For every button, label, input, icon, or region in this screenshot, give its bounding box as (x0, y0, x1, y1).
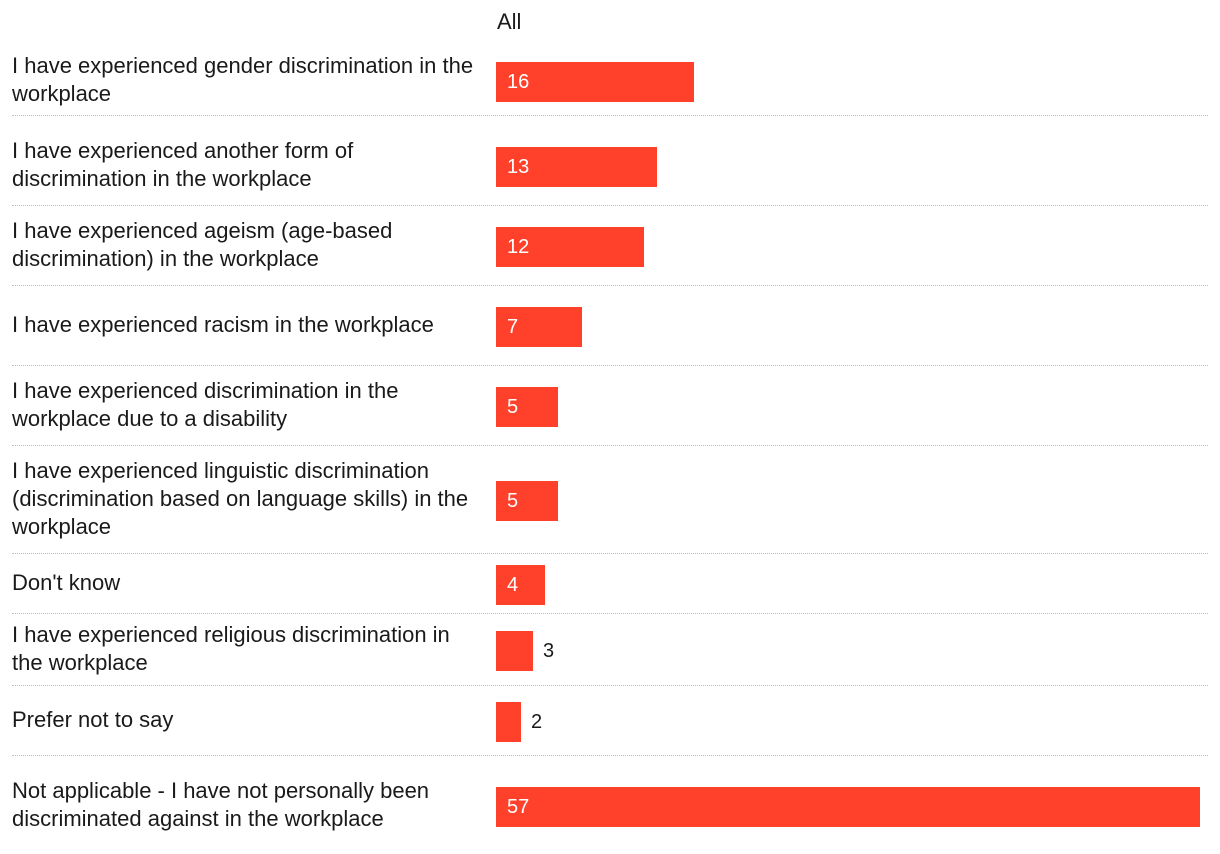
chart-row: Don't know 4 (0, 553, 1220, 612)
bar (496, 62, 694, 102)
category-label: I have experienced discrimination in the… (12, 377, 399, 431)
row-divider (12, 755, 1208, 756)
value-label: 2 (531, 711, 543, 733)
bar (496, 565, 545, 605)
chart-row: I have experienced racism in the workpla… (0, 285, 1220, 364)
bar (496, 387, 558, 427)
value-label: 5 (507, 396, 519, 418)
bar (496, 787, 1200, 827)
chart-row: Not applicable - I have not personally b… (0, 755, 1220, 854)
value-label: 7 (507, 316, 519, 338)
value-label: 12 (507, 236, 530, 258)
column-header: All (497, 9, 522, 34)
row-divider (12, 613, 1208, 614)
category-label: I have experienced ageism (age-based dis… (12, 217, 393, 271)
category-label: I have experienced gender discrimination… (12, 52, 474, 106)
value-label: 16 (507, 71, 530, 93)
bar (496, 147, 657, 187)
row-divider (12, 115, 1208, 116)
value-label: 3 (543, 640, 555, 662)
chart-row: I have experienced linguistic discrimina… (0, 445, 1220, 552)
category-label: I have experienced linguistic discrimina… (12, 457, 469, 539)
value-label: 5 (507, 490, 519, 512)
chart-row: I have experienced gender discrimination… (0, 45, 1220, 114)
category-label: Don't know (12, 569, 121, 595)
row-divider (12, 285, 1208, 286)
category-label: Not applicable - I have not personally b… (12, 777, 430, 831)
category-label: I have experienced racism in the workpla… (12, 311, 434, 337)
value-label: 4 (507, 574, 519, 596)
chart-row: I have experienced discrimination in the… (0, 365, 1220, 444)
bar (496, 227, 644, 267)
row-divider (12, 205, 1208, 206)
row-divider (12, 365, 1208, 366)
value-label: 57 (507, 796, 530, 818)
row-divider (12, 685, 1208, 686)
category-label: I have experienced another form of discr… (12, 137, 354, 191)
bar (496, 702, 521, 742)
row-divider (12, 553, 1208, 554)
chart-row: I have experienced another form of discr… (0, 125, 1220, 204)
category-label: I have experienced religious discriminat… (12, 621, 450, 675)
row-divider (12, 445, 1208, 446)
value-label: 13 (507, 156, 530, 178)
category-label: Prefer not to say (12, 706, 174, 732)
bar (496, 481, 558, 521)
bar (496, 307, 582, 347)
chart-row: I have experienced religious discriminat… (0, 613, 1220, 684)
chart-row: I have experienced ageism (age-based dis… (0, 205, 1220, 284)
chart-row: Prefer not to say 2 (0, 685, 1220, 754)
bar (496, 631, 533, 671)
